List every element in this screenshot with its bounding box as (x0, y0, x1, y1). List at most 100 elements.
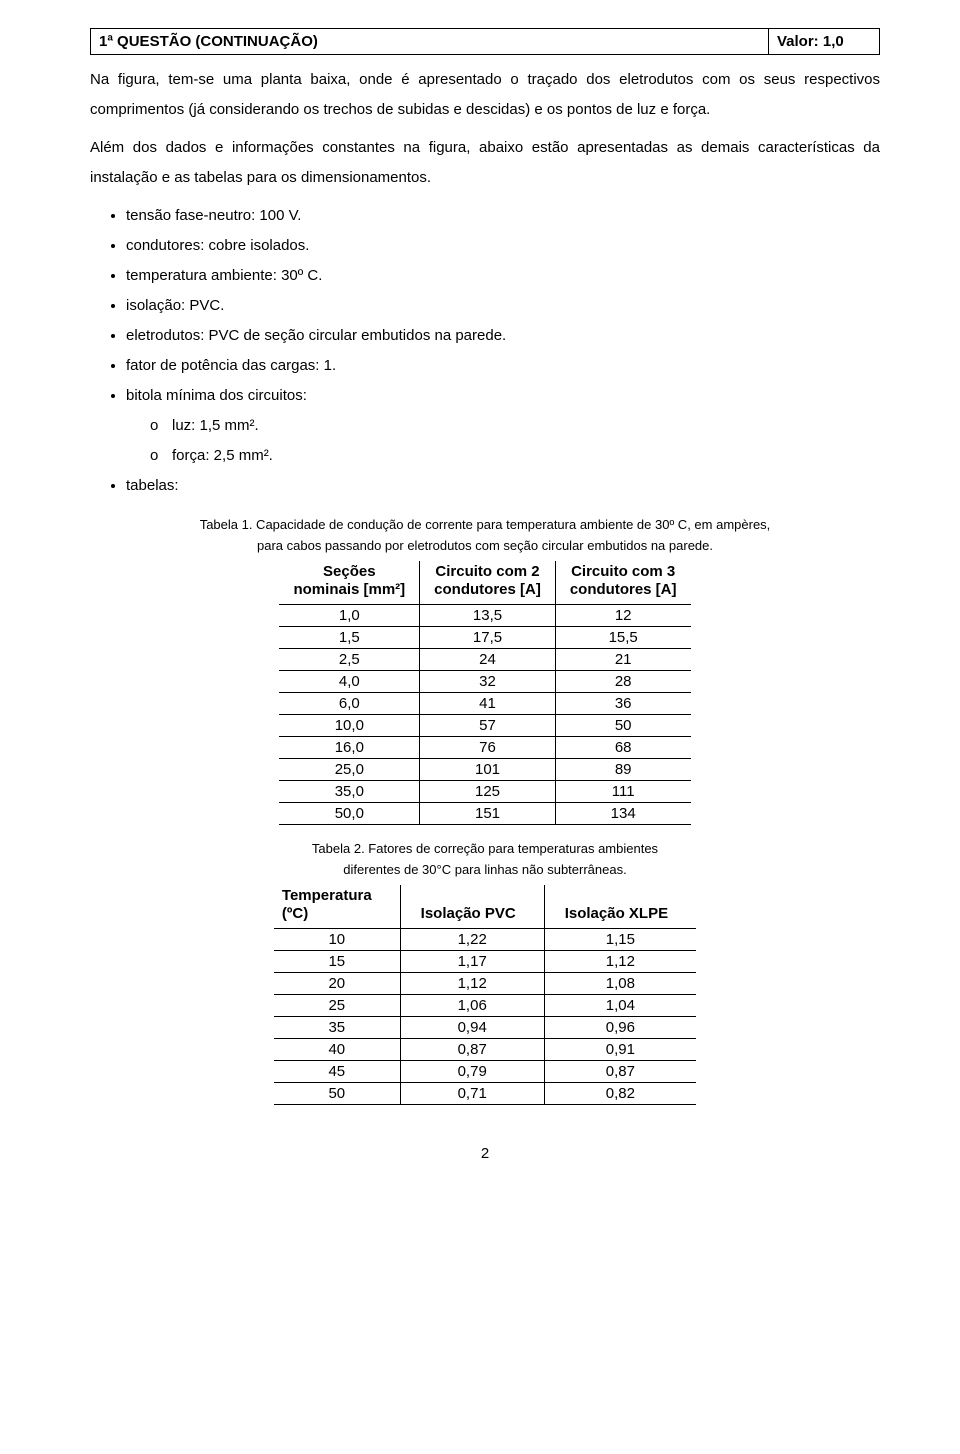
table-cell: 35,0 (279, 781, 419, 803)
table-header-row: Temperatura(ºC) Isolação PVC Isolação XL… (274, 885, 696, 929)
list-item: tensão fase-neutro: 100 V. (126, 201, 880, 231)
table-cell: 40 (274, 1039, 400, 1061)
table-cell: 1,17 (400, 951, 544, 973)
table-cell: 125 (420, 781, 556, 803)
question-header: 1ª QUESTÃO (CONTINUAÇÃO) Valor: 1,0 (90, 28, 880, 55)
sub-list: luz: 1,5 mm². força: 2,5 mm². (126, 411, 880, 471)
caption-line: para cabos passando por eletrodutos com … (257, 538, 713, 553)
table2: Temperatura(ºC) Isolação PVC Isolação XL… (274, 885, 696, 1106)
table-row: 2,52421 (279, 649, 690, 671)
list-item: condutores: cobre isolados. (126, 231, 880, 261)
table-cell: 111 (555, 781, 690, 803)
table1-caption: Tabela 1. Capacidade de condução de corr… (90, 515, 880, 557)
table-row: 251,061,04 (274, 995, 696, 1017)
col-header-l2: condutores [A] (434, 581, 541, 598)
col-header: Circuito com 3 condutores [A] (555, 561, 690, 605)
table-cell: 89 (555, 759, 690, 781)
table-cell: 151 (420, 803, 556, 825)
intro-paragraph-2: Além dos dados e informações constantes … (90, 133, 880, 193)
caption-line: diferentes de 30°C para linhas não subte… (343, 862, 626, 877)
table-cell: 50 (555, 715, 690, 737)
table-cell: 15,5 (555, 627, 690, 649)
table-cell: 35 (274, 1017, 400, 1039)
table-row: 35,0125111 (279, 781, 690, 803)
table2-body: 101,221,15151,171,12201,121,08251,061,04… (274, 929, 696, 1105)
table-cell: 21 (555, 649, 690, 671)
table-cell: 36 (555, 693, 690, 715)
table-cell: 1,12 (544, 951, 696, 973)
table-cell: 0,87 (400, 1039, 544, 1061)
table-cell: 6,0 (279, 693, 419, 715)
table-row: 400,870,91 (274, 1039, 696, 1061)
table-cell: 101 (420, 759, 556, 781)
col-header-l1: Seções (323, 563, 376, 580)
table-cell: 10 (274, 929, 400, 951)
table-cell: 24 (420, 649, 556, 671)
table-cell: 10,0 (279, 715, 419, 737)
table-cell: 1,06 (400, 995, 544, 1017)
page-number: 2 (90, 1145, 880, 1162)
list-item: temperatura ambiente: 30º C. (126, 261, 880, 291)
col-header-l2: condutores [A] (570, 581, 677, 598)
list-item: fator de potência das cargas: 1. (126, 351, 880, 381)
table-cell: 0,91 (544, 1039, 696, 1061)
list-item: tabelas: (126, 471, 880, 501)
table-cell: 0,94 (400, 1017, 544, 1039)
table-row: 350,940,96 (274, 1017, 696, 1039)
spec-list: tensão fase-neutro: 100 V. condutores: c… (90, 201, 880, 501)
table-cell: 2,5 (279, 649, 419, 671)
table-cell: 50,0 (279, 803, 419, 825)
intro-paragraph-1: Na figura, tem-se uma planta baixa, onde… (90, 65, 880, 125)
caption-line: Tabela 2. Fatores de correção para tempe… (312, 841, 658, 856)
list-item: eletrodutos: PVC de seção circular embut… (126, 321, 880, 351)
table-cell: 0,79 (400, 1061, 544, 1083)
col-header: Circuito com 2 condutores [A] (420, 561, 556, 605)
table-cell: 1,0 (279, 605, 419, 627)
table-row: 10,05750 (279, 715, 690, 737)
list-item: bitola mínima dos circuitos: luz: 1,5 mm… (126, 381, 880, 471)
table-cell: 25 (274, 995, 400, 1017)
sub-list-item: força: 2,5 mm². (150, 441, 880, 471)
table-cell: 1,15 (544, 929, 696, 951)
table-row: 1,013,512 (279, 605, 690, 627)
table-row: 16,07668 (279, 737, 690, 759)
table-cell: 32 (420, 671, 556, 693)
table-row: 4,03228 (279, 671, 690, 693)
question-value: Valor: 1,0 (769, 29, 879, 54)
list-item: isolação: PVC. (126, 291, 880, 321)
table-cell: 50 (274, 1083, 400, 1105)
table-cell: 16,0 (279, 737, 419, 759)
table-row: 25,010189 (279, 759, 690, 781)
table-cell: 41 (420, 693, 556, 715)
col-header: Temperatura(ºC) (274, 885, 400, 929)
table-row: 101,221,15 (274, 929, 696, 951)
col-header: Isolação PVC (400, 885, 544, 929)
table-cell: 57 (420, 715, 556, 737)
table-row: 50,0151134 (279, 803, 690, 825)
col-header-l1: Circuito com 2 (435, 563, 539, 580)
table-row: 450,790,87 (274, 1061, 696, 1083)
question-title: 1ª QUESTÃO (CONTINUAÇÃO) (91, 29, 769, 54)
col-header: Isolação XLPE (544, 885, 696, 929)
table-cell: 4,0 (279, 671, 419, 693)
table-cell: 28 (555, 671, 690, 693)
table-cell: 0,82 (544, 1083, 696, 1105)
caption-line: Tabela 1. Capacidade de condução de corr… (200, 517, 771, 532)
table-cell: 12 (555, 605, 690, 627)
sub-list-item: luz: 1,5 mm². (150, 411, 880, 441)
table-cell: 1,22 (400, 929, 544, 951)
table-cell: 1,08 (544, 973, 696, 995)
table-row: 1,517,515,5 (279, 627, 690, 649)
table-header-row: Seções nominais [mm²] Circuito com 2 con… (279, 561, 690, 605)
col-header-l1: Circuito com 3 (571, 563, 675, 580)
table-row: 151,171,12 (274, 951, 696, 973)
list-item-text: bitola mínima dos circuitos: (126, 387, 307, 404)
table-row: 500,710,82 (274, 1083, 696, 1105)
table-cell: 0,87 (544, 1061, 696, 1083)
table-row: 6,04136 (279, 693, 690, 715)
table-cell: 45 (274, 1061, 400, 1083)
table-cell: 76 (420, 737, 556, 759)
table-cell: 1,04 (544, 995, 696, 1017)
table-row: 201,121,08 (274, 973, 696, 995)
table-cell: 17,5 (420, 627, 556, 649)
